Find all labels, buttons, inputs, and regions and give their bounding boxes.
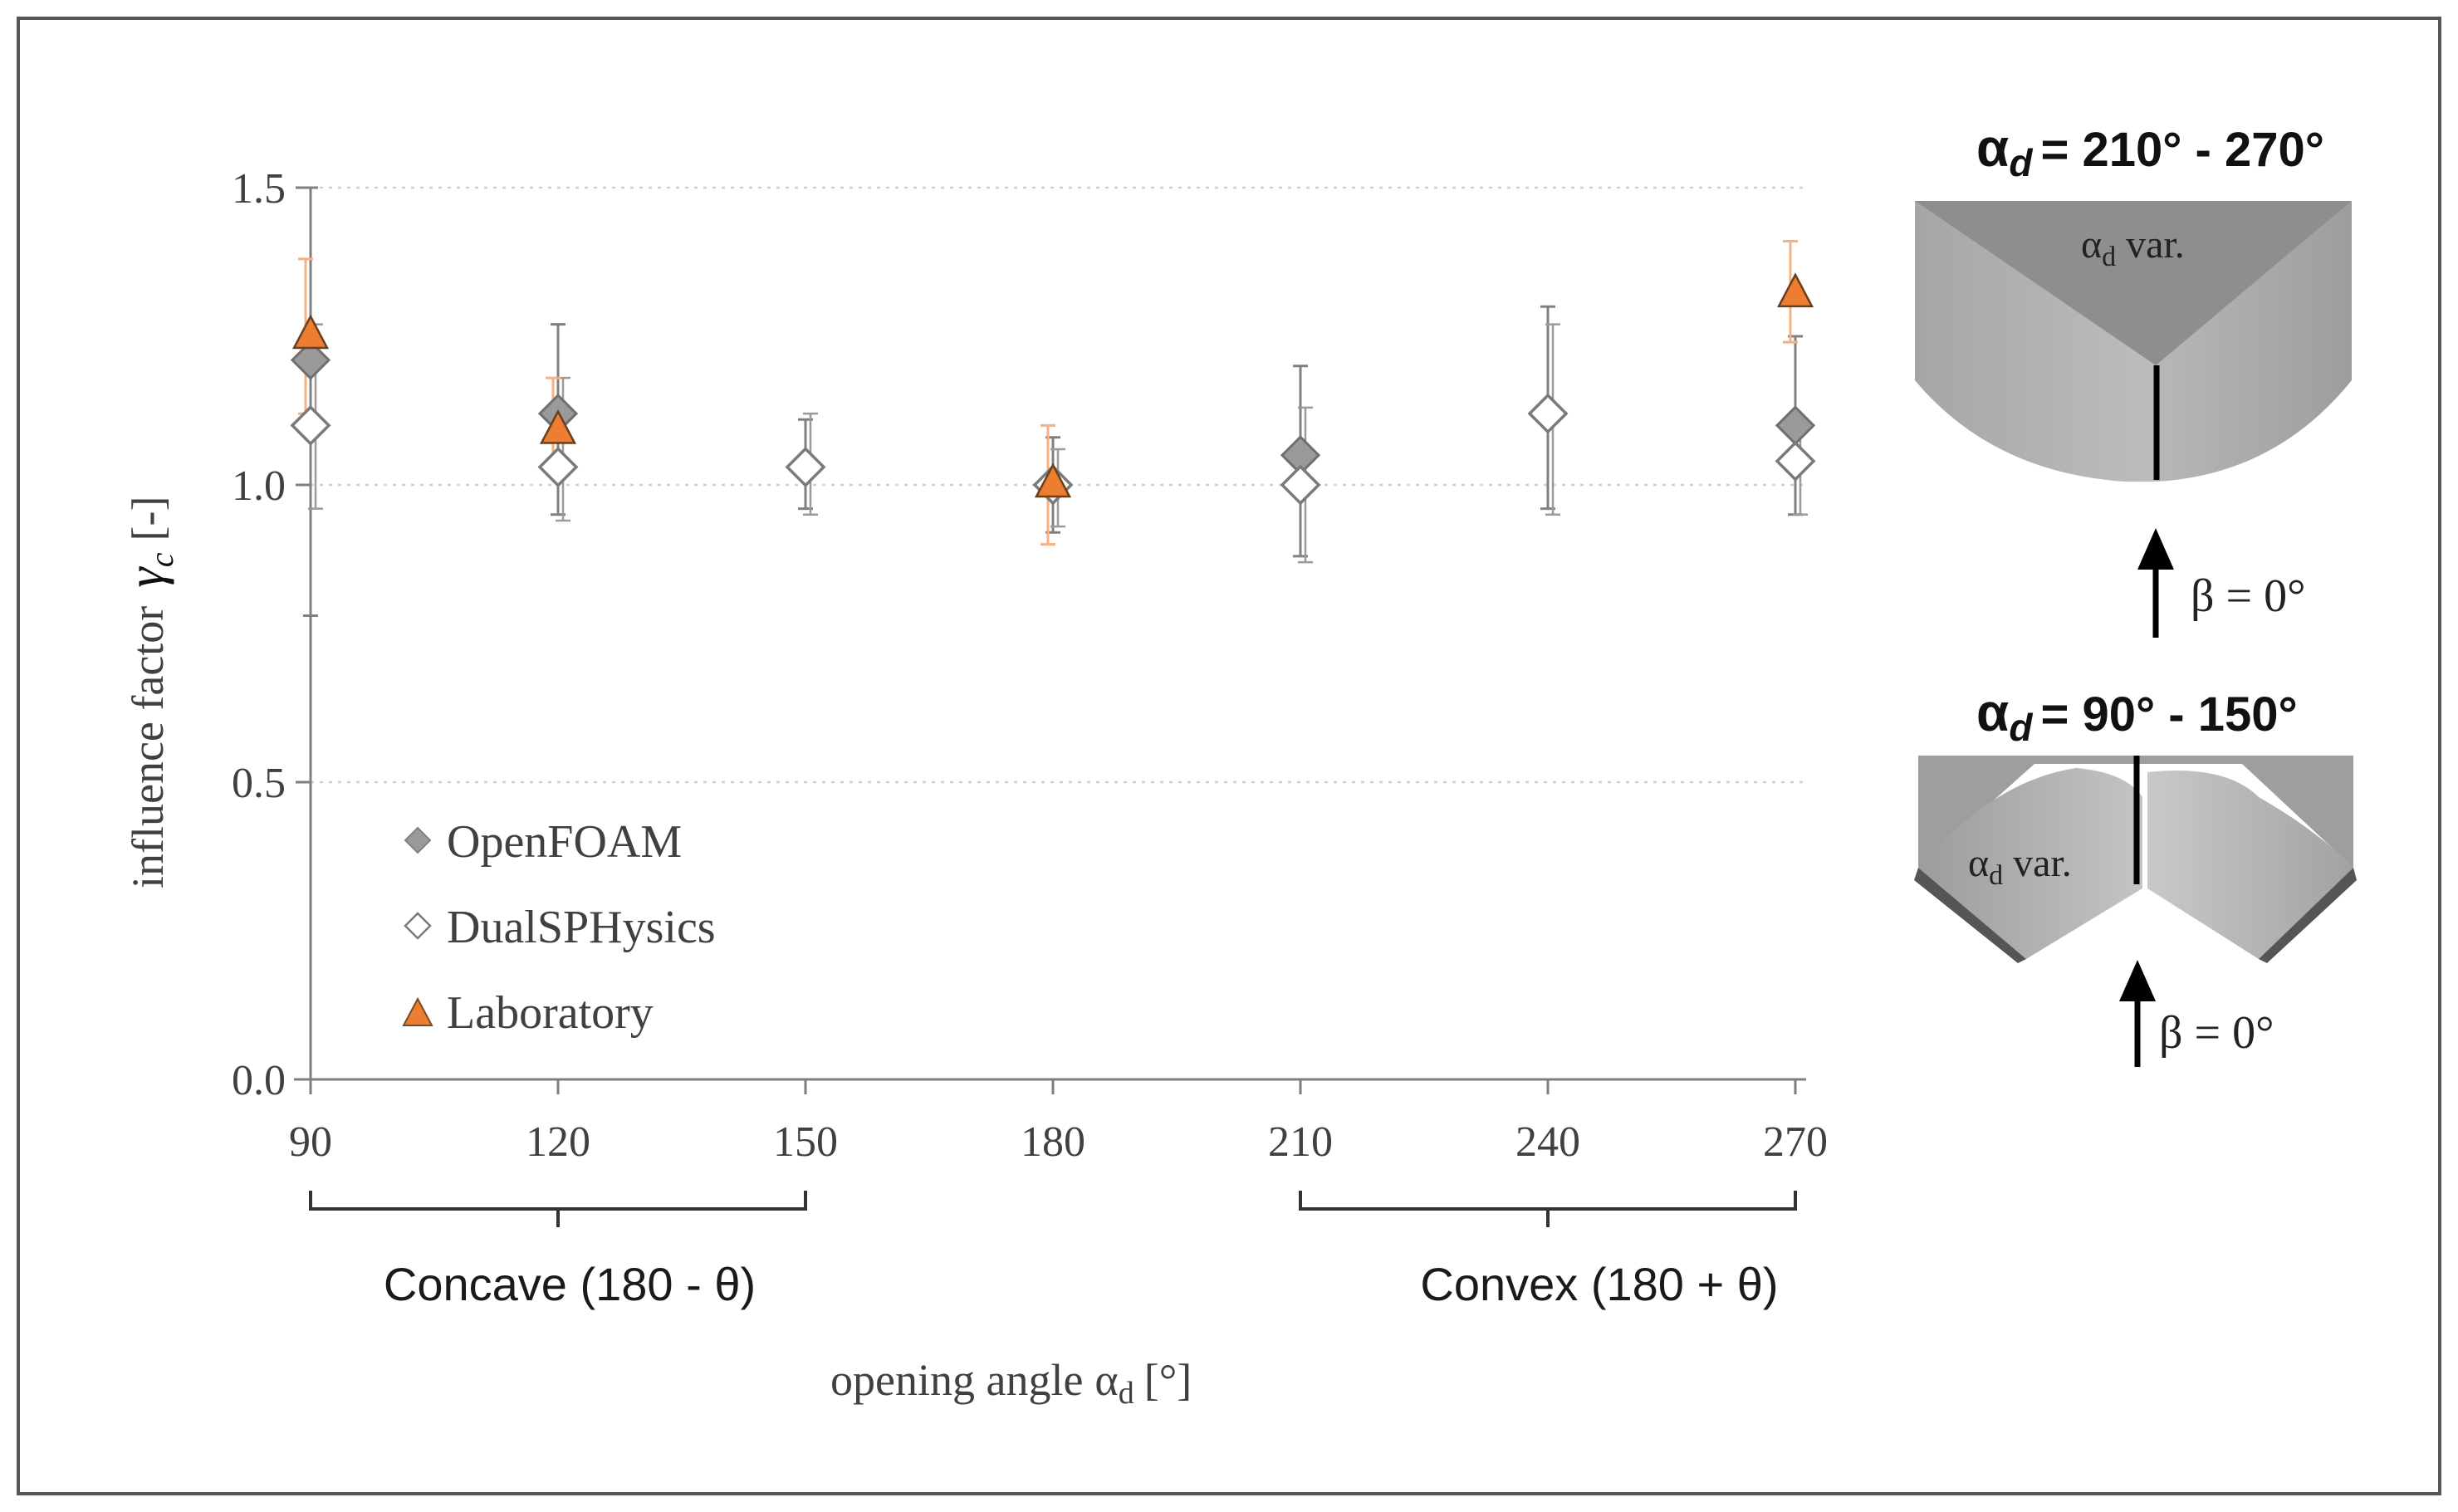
flow-label-bottom: β = 0°: [2159, 1007, 2274, 1059]
error-bars: [298, 186, 1808, 618]
y-tick-label-0-5: 0.5: [232, 760, 286, 807]
point-openfoam-270: [1775, 405, 1816, 446]
point-dualsphysics-90: [290, 404, 331, 446]
concave-left-edge: [1914, 868, 2026, 963]
x-tick-label-120: 120: [526, 1118, 590, 1166]
point-dualsphysics-240: [1527, 393, 1569, 434]
y-tick-label-1-5: 1.5: [232, 165, 286, 213]
legend-label-dualsphysics: DualSPHysics: [447, 902, 716, 953]
x-tick-label-150: 150: [773, 1118, 838, 1166]
convex-region-symbol: α: [2081, 223, 2102, 267]
convex-region-text: var.: [2126, 223, 2185, 267]
flow-direction-top: β = 0°: [2137, 528, 2305, 638]
x-axis-title: opening angle αd [°]: [830, 1355, 1192, 1411]
concave-region-label: αd var.: [1968, 841, 2072, 891]
diagram-convex: αd = 210° - 270° αd var. β = 0°: [1915, 118, 2352, 638]
flow-direction-bottom: β = 0°: [2119, 960, 2274, 1067]
legend-item-dualsphysics: DualSPHysics: [404, 902, 716, 953]
y-axis-title: influence factor γc [-]: [118, 497, 180, 888]
legend-marker-openfoam: [404, 826, 432, 854]
concave-region-sub: d: [1989, 860, 2003, 891]
x-axis-unit: [°]: [1144, 1355, 1192, 1405]
x-axis-title-text: opening angle: [830, 1355, 1083, 1405]
point-laboratory-90: [291, 314, 330, 350]
figure-frame: [17, 17, 2441, 1495]
concave-right-edge: [2259, 868, 2357, 963]
point-dualsphysics-120: [537, 447, 579, 487]
concave-structure: αd var.: [1914, 756, 2357, 963]
group-label-convex: Convex (180 + θ): [1420, 1258, 1778, 1310]
point-openfoam-90: [290, 340, 331, 380]
convex-region-sub: d: [2102, 242, 2116, 272]
point-laboratory-120: [539, 409, 577, 444]
x-axis-symbol: α: [1094, 1355, 1118, 1405]
diagram-top-title-symbol: α: [1976, 118, 2009, 178]
diagram-bottom-title-symbol: α: [1976, 683, 2009, 742]
diagram-top-title-range: = 210° - 270°: [2040, 123, 2323, 177]
flow-arrow-top-icon: [2137, 528, 2174, 570]
diagram-bottom-title: αd = 90° - 150°: [1976, 683, 2298, 749]
y-tick-label-1-0: 1.0: [232, 462, 286, 510]
diagram-top-title-sub: d: [2009, 141, 2033, 184]
data-markers: [290, 272, 1816, 506]
x-tick-label-90: 90: [289, 1118, 332, 1166]
point-dualsphysics-210: [1280, 464, 1321, 506]
point-dualsphysics-150: [785, 447, 826, 487]
y-axis-symbol-sub: c: [143, 552, 180, 567]
convex-region-label: αd var.: [2081, 223, 2185, 272]
group-bracket-concave-180-: [309, 1191, 807, 1227]
concave-left-wing: [1918, 768, 2142, 959]
y-axis-title-text: influence factor: [123, 606, 173, 888]
group-bracket-convex-180-: [1299, 1191, 1797, 1227]
convex-left-face: [1915, 201, 2156, 482]
legend-label-laboratory: Laboratory: [447, 987, 654, 1039]
legend-marker-dualsphysics: [404, 912, 432, 940]
point-laboratory-180: [1034, 462, 1072, 498]
chart: 0.0 0.5 1.0 1.5 90 120 150 180 210 240 270 influe…: [118, 165, 1828, 1411]
convex-right-face: [2156, 201, 2352, 482]
legend-item-laboratory: Laboratory: [402, 987, 654, 1039]
x-tick-label-180: 180: [1021, 1118, 1085, 1166]
legend-label-openfoam: OpenFOAM: [447, 816, 682, 868]
point-laboratory-270: [1776, 272, 1814, 308]
diagram-bottom-title-sub: d: [2009, 706, 2033, 749]
group-brackets: [309, 1191, 1797, 1227]
concave-region-text: var.: [2013, 841, 2072, 885]
diagram-concave: αd = 90° - 150° αd var. β = 0°: [1914, 683, 2357, 1067]
x-axis-symbol-sub: d: [1119, 1376, 1134, 1411]
diagram-bottom-title-range: = 90° - 150°: [2040, 687, 2297, 741]
concave-region-symbol: α: [1968, 841, 1989, 885]
y-axis-unit: [-]: [123, 497, 173, 541]
x-tick-labels: 90 120 150 180 210 240 270: [289, 1079, 1828, 1166]
group-label-concave: Concave (180 - θ): [384, 1258, 756, 1310]
x-tick-label-240: 240: [1515, 1118, 1580, 1166]
convex-top-region: [1915, 201, 2352, 365]
y-axis-symbol: γ: [118, 566, 174, 588]
flow-label-top: β = 0°: [2191, 570, 2305, 622]
flow-arrow-bottom-icon: [2119, 960, 2156, 1001]
diagram-top-title: αd = 210° - 270°: [1976, 118, 2324, 184]
legend: OpenFOAM DualSPHysics Laboratory: [402, 816, 716, 1039]
y-tick-label-0-0: 0.0: [232, 1057, 286, 1104]
concave-top-band: [1918, 756, 2353, 868]
legend-marker-laboratory: [402, 996, 433, 1026]
point-dualsphysics-270: [1775, 440, 1816, 482]
x-tick-label-270: 270: [1763, 1118, 1828, 1166]
legend-item-openfoam: OpenFOAM: [404, 816, 682, 868]
x-tick-label-210: 210: [1268, 1118, 1333, 1166]
concave-right-wing: [2147, 771, 2353, 959]
convex-structure: αd var.: [1915, 201, 2352, 482]
y-tick-labels: 0.0 0.5 1.0 1.5: [232, 165, 311, 1104]
